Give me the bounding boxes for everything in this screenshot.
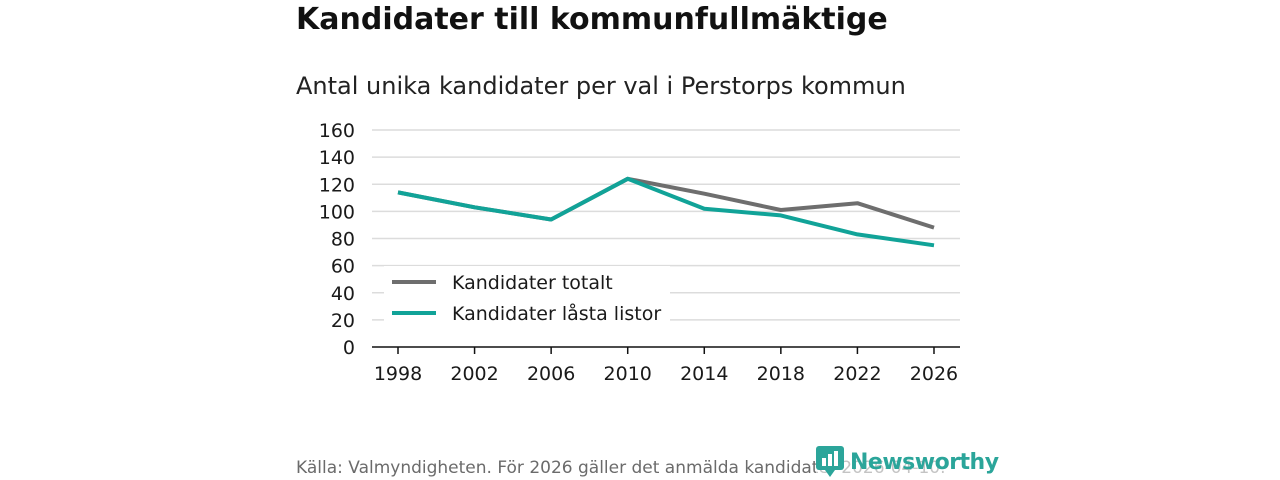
x-tick-label: 2002 [450,363,498,385]
x-tick-label: 2018 [757,363,805,385]
y-axis-ticks: 0 20 40 60 80 100 120 140 160 [319,120,355,359]
legend-label-locked: Kandidater låsta listor [452,302,661,325]
legend-label-total: Kandidater totalt [452,272,613,294]
x-tick-label: 2022 [833,363,881,385]
x-tick-label: 1998 [374,363,422,385]
y-tick-label: 40 [331,283,355,305]
series-line-locked [397,176,935,248]
x-tick-label: 2010 [604,363,652,385]
legend: Kandidater totalt Kandidater låsta listo… [384,266,670,330]
gridlines [372,129,960,348]
y-tick-label: 120 [319,174,355,196]
newsworthy-logo-icon [816,446,844,477]
y-tick-label: 100 [319,201,355,223]
x-tick-label: 2026 [910,363,958,385]
x-tick-label: 2014 [680,363,728,385]
y-tick-label: 60 [331,256,355,278]
chart-subtitle: Antal unika kandidater per val i Perstor… [296,72,906,100]
series-lines [397,176,935,248]
series-line-total [397,176,935,230]
brand-logo: Newsworthy [816,446,999,478]
x-axis-ticks: 1998 2002 2006 2010 2014 2018 2022 2026 [374,347,958,385]
chart-title: Kandidater till kommunfullmäktige [296,2,888,37]
source-note: Källa: Valmyndigheten. För 2026 gäller d… [296,458,946,478]
y-tick-label: 140 [319,147,355,169]
y-tick-label: 20 [331,310,355,332]
y-tick-label: 0 [343,337,355,359]
legend-background [384,266,670,330]
x-tick-label: 2006 [527,363,575,385]
y-tick-label: 80 [331,229,355,251]
y-tick-label: 160 [319,120,355,142]
brand-name: Newsworthy [850,449,999,475]
